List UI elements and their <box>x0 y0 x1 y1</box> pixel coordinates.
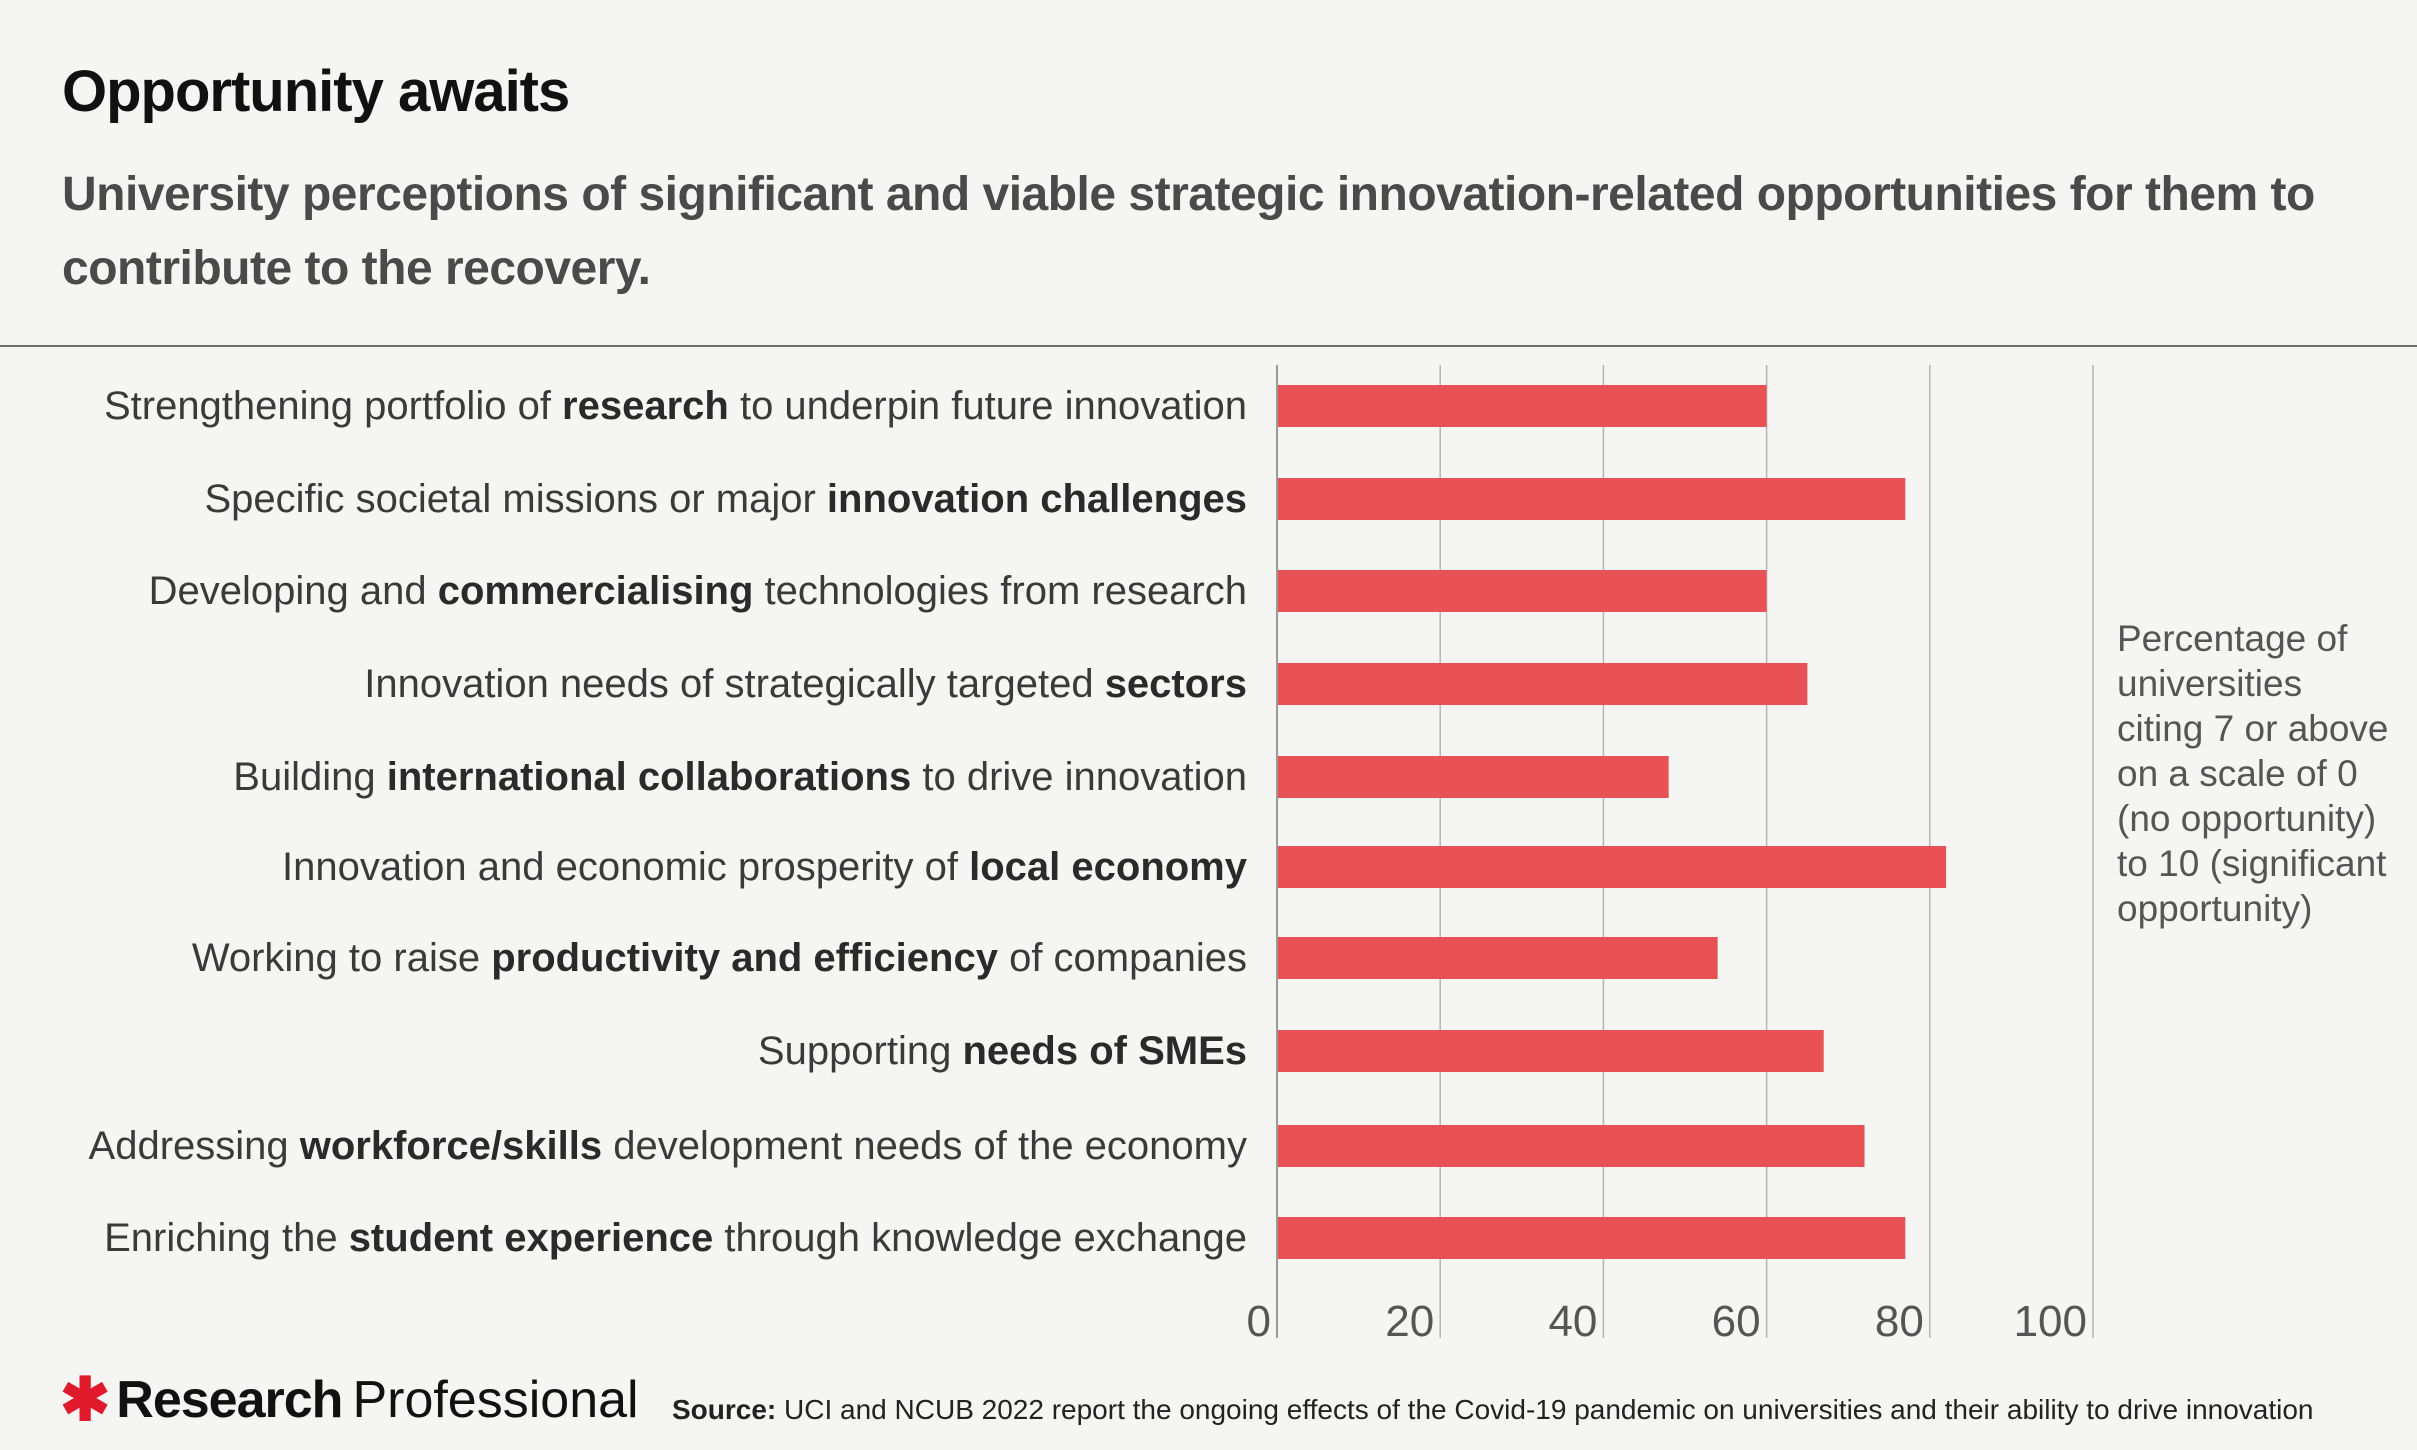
asterisk-icon: ✱ <box>60 1366 111 1433</box>
bar-6 <box>1278 846 1947 888</box>
category-label-emphasis: research <box>562 384 729 428</box>
axis-note: Percentage of universities citing 7 or a… <box>2117 618 2389 929</box>
category-label-text: to underpin future innovation <box>729 384 1247 428</box>
bar-5 <box>1278 756 1669 798</box>
category-label-emphasis: workforce/skills <box>299 1124 602 1168</box>
chart-title: Opportunity awaits <box>62 59 570 124</box>
category-label-text: Specific societal missions or major <box>205 477 827 521</box>
category-label-text: of companies <box>998 936 1247 980</box>
category-label-9: Addressing workforce/skills development … <box>89 1124 1247 1168</box>
bar-8 <box>1278 1030 1824 1072</box>
logo-word-professional: Professional <box>352 1371 639 1429</box>
category-label-text: Enriching the <box>104 1216 349 1260</box>
category-label-text: Innovation and economic prosperity of <box>282 845 969 889</box>
category-label-text: Addressing <box>89 1124 300 1168</box>
category-label-4: Innovation needs of strategically target… <box>364 662 1247 706</box>
tick-label-100: 100 <box>2014 1297 2087 1346</box>
source-note: Source: UCI and NCUB 2022 report the ong… <box>672 1394 2314 1426</box>
category-label-text: Building <box>233 755 386 799</box>
category-label-emphasis: sectors <box>1105 662 1247 706</box>
category-label-1: Strengthening portfolio of research to u… <box>104 384 1247 428</box>
bar-4 <box>1278 663 1808 705</box>
category-label-text: Supporting <box>758 1029 963 1073</box>
bar-7 <box>1278 937 1718 979</box>
category-label-text: Working to raise <box>192 936 491 980</box>
category-label-7: Working to raise productivity and effici… <box>192 936 1247 980</box>
category-label-3: Developing and commercialising technolog… <box>149 569 1247 613</box>
category-label-text: through knowledge exchange <box>713 1216 1247 1260</box>
source-text: UCI and NCUB 2022 report the ongoing eff… <box>784 1394 2314 1425</box>
category-label-10: Enriching the student experience through… <box>104 1216 1247 1260</box>
tick-label-20: 20 <box>1385 1297 1434 1346</box>
research-professional-logo: ✱ Research Professional <box>60 1370 639 1430</box>
category-label-text: development needs of the economy <box>602 1124 1247 1168</box>
chart-subtitle: University perceptions of significant an… <box>62 168 2315 295</box>
category-label-emphasis: commercialising <box>438 569 754 613</box>
bar-1 <box>1278 385 1767 427</box>
bar-chart: 0 20 40 60 80 100 Strengthening portfolio of r… <box>89 365 2094 1346</box>
category-label-text: Innovation needs of strategically target… <box>364 662 1104 706</box>
bar-3 <box>1278 570 1767 612</box>
category-label-emphasis: needs of SMEs <box>962 1029 1247 1073</box>
category-label-text: Developing and <box>149 569 438 613</box>
header-divider <box>0 345 2417 347</box>
category-label-emphasis: international collaborations <box>387 755 912 799</box>
bar-10 <box>1278 1217 1906 1259</box>
tick-label-40: 40 <box>1548 1297 1597 1346</box>
category-label-8: Supporting needs of SMEs <box>758 1029 1247 1073</box>
category-label-text: to drive innovation <box>911 755 1247 799</box>
category-label-emphasis: local economy <box>969 845 1248 889</box>
logo-word-research: Research <box>116 1371 343 1429</box>
category-label-text: Strengthening portfolio of <box>104 384 562 428</box>
category-label-2: Specific societal missions or major inno… <box>205 477 1248 521</box>
source-label: Source: <box>672 1394 777 1425</box>
bar-2 <box>1278 478 1906 520</box>
category-label-emphasis: productivity and efficiency <box>491 936 999 980</box>
category-label-emphasis: student experience <box>349 1216 714 1260</box>
tick-label-60: 60 <box>1712 1297 1761 1346</box>
bar-9 <box>1278 1125 1865 1167</box>
category-label-emphasis: innovation challenges <box>827 477 1247 521</box>
category-label-5: Building international collaborations to… <box>233 755 1247 799</box>
tick-label-0: 0 <box>1247 1297 1271 1346</box>
tick-label-80: 80 <box>1875 1297 1924 1346</box>
category-label-text: technologies from research <box>753 569 1247 613</box>
category-label-6: Innovation and economic prosperity of lo… <box>282 845 1248 889</box>
